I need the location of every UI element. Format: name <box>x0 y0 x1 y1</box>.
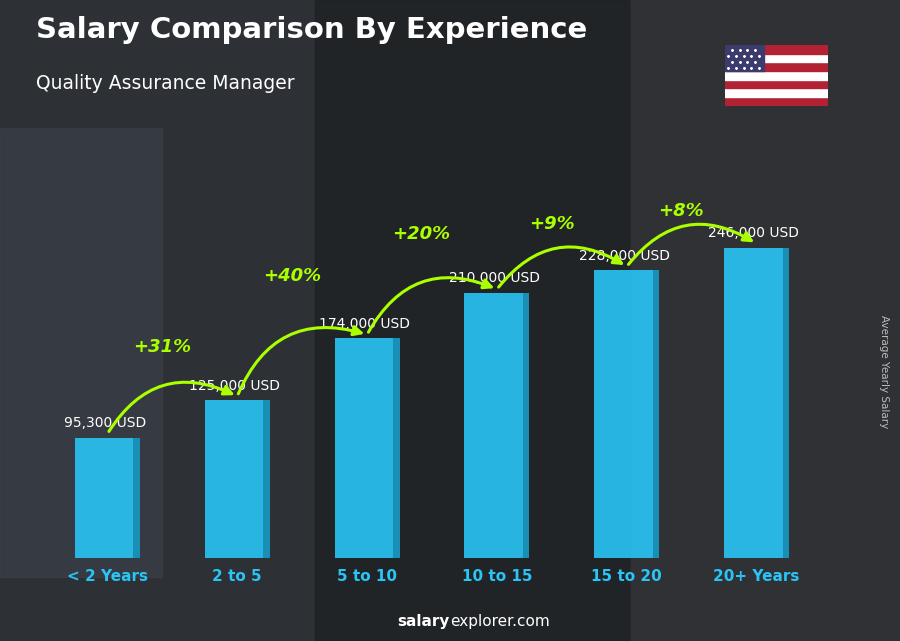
Bar <box>724 54 828 62</box>
Bar <box>335 338 400 558</box>
Bar <box>724 88 828 97</box>
Bar <box>652 271 659 558</box>
Bar <box>0 128 162 577</box>
Bar <box>630 0 900 641</box>
Bar <box>594 271 659 558</box>
Bar <box>724 71 828 79</box>
Bar <box>783 247 789 558</box>
Text: Average Yearly Salary: Average Yearly Salary <box>879 315 889 428</box>
Text: Salary Comparison By Experience: Salary Comparison By Experience <box>36 16 587 44</box>
Bar <box>724 247 789 558</box>
Text: salary: salary <box>398 615 450 629</box>
Text: 125,000 USD: 125,000 USD <box>189 379 280 392</box>
Text: 210,000 USD: 210,000 USD <box>449 271 540 285</box>
Bar <box>464 293 529 558</box>
Bar <box>75 438 140 558</box>
Bar <box>724 79 828 88</box>
Bar <box>205 400 270 558</box>
Text: 228,000 USD: 228,000 USD <box>579 249 670 263</box>
Bar <box>133 438 140 558</box>
Bar <box>724 97 828 106</box>
Text: 246,000 USD: 246,000 USD <box>708 226 799 240</box>
Bar <box>263 400 270 558</box>
Text: 174,000 USD: 174,000 USD <box>319 317 410 331</box>
Text: +8%: +8% <box>659 202 704 220</box>
Text: Quality Assurance Manager: Quality Assurance Manager <box>36 74 294 93</box>
Bar <box>523 293 529 558</box>
Text: +20%: +20% <box>392 224 451 242</box>
Text: 95,300 USD: 95,300 USD <box>64 416 146 430</box>
Text: +9%: +9% <box>528 215 574 233</box>
Bar <box>724 62 828 71</box>
Bar <box>724 45 828 54</box>
Text: +31%: +31% <box>133 338 191 356</box>
Text: +40%: +40% <box>263 267 320 285</box>
Bar <box>315 0 630 641</box>
Bar <box>724 45 764 71</box>
Bar <box>393 338 400 558</box>
Text: explorer.com: explorer.com <box>450 615 550 629</box>
